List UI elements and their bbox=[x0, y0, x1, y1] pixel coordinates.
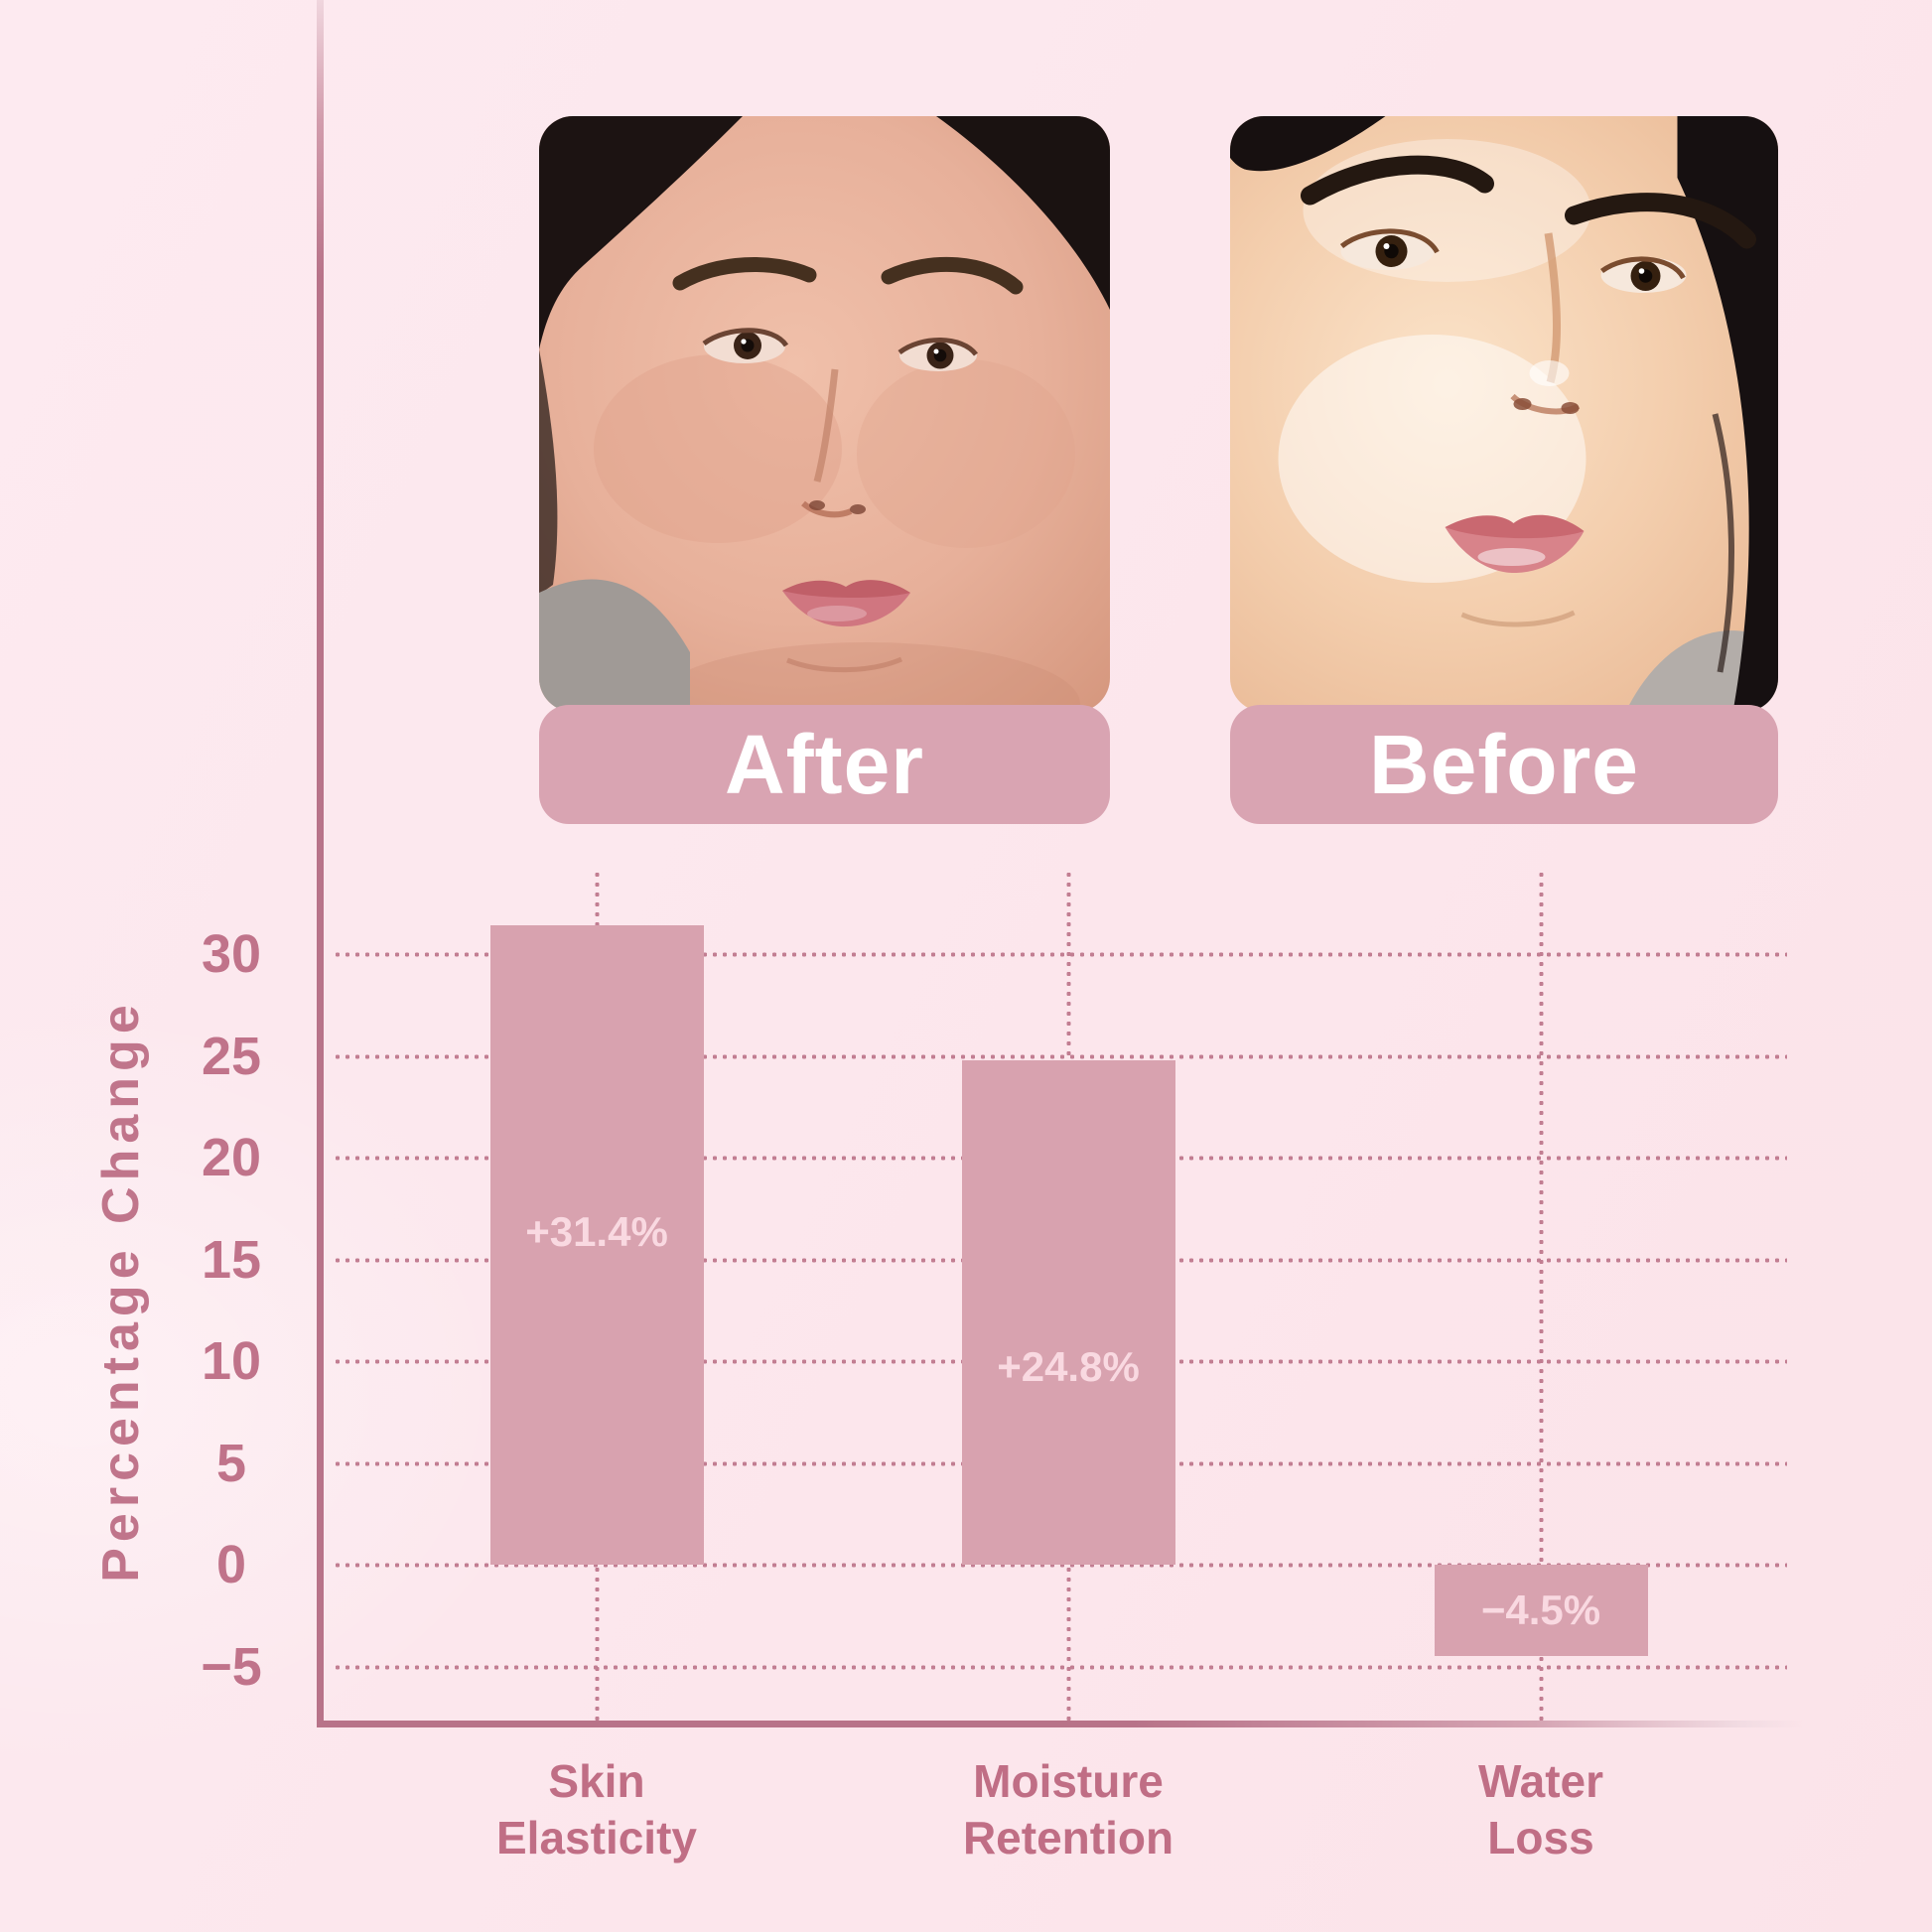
after-hair-top-right bbox=[936, 116, 1110, 310]
before-nostril-left bbox=[1513, 398, 1532, 410]
bar-skin-elasticity: +31.4% bbox=[489, 925, 704, 1565]
gridline-−5 bbox=[333, 1664, 1787, 1670]
after-catchlight-left bbox=[741, 339, 747, 345]
after-label-banner: After bbox=[539, 705, 1110, 824]
after-hair-left-edge bbox=[539, 349, 558, 595]
after-nostril-left bbox=[809, 500, 825, 510]
y-tick-label-25: 25 bbox=[201, 1026, 262, 1086]
after-lip-gloss bbox=[807, 606, 867, 621]
category-label-water-loss: Water Loss bbox=[1477, 1755, 1604, 1863]
y-tick-label-30: 30 bbox=[201, 924, 262, 984]
before-eyebrow-left bbox=[1301, 155, 1494, 206]
y-tick-label-5: 5 bbox=[215, 1433, 247, 1493]
gridline-vertical-water-loss bbox=[1539, 870, 1544, 1721]
before-lip-gloss bbox=[1477, 548, 1546, 566]
before-photo bbox=[1230, 116, 1778, 712]
after-chin-crease bbox=[786, 656, 902, 673]
after-nose-tip bbox=[801, 500, 853, 518]
before-hair-right bbox=[1677, 116, 1778, 712]
y-axis-line bbox=[317, 0, 324, 1727]
y-tick-label-10: 10 bbox=[201, 1331, 262, 1391]
before-label-banner: Before bbox=[1230, 705, 1778, 824]
y-tick-label-−5: −5 bbox=[201, 1636, 262, 1697]
bar-water-loss: −4.5% bbox=[1434, 1565, 1648, 1657]
before-chin-crease bbox=[1460, 610, 1576, 627]
after-photo-illustration bbox=[539, 116, 1110, 712]
before-catchlight-right bbox=[1638, 268, 1645, 274]
before-hair-top-left bbox=[1230, 116, 1386, 172]
after-sweater bbox=[539, 579, 690, 712]
after-eyebrow-right bbox=[881, 256, 1024, 295]
after-cheek-shade-right bbox=[857, 359, 1075, 548]
before-photo-illustration bbox=[1230, 116, 1778, 712]
after-eyelid-left bbox=[702, 328, 789, 347]
bar-moisture-retention: +24.8% bbox=[961, 1059, 1175, 1565]
after-eyebrow-left bbox=[672, 257, 817, 291]
category-label-moisture-retention: Moisture Retention bbox=[962, 1755, 1174, 1863]
after-photo bbox=[539, 116, 1110, 712]
bar-value-label-water-loss: −4.5% bbox=[1480, 1587, 1601, 1634]
before-eyelid-right bbox=[1600, 256, 1686, 280]
x-axis-line bbox=[317, 1721, 1802, 1727]
before-eyebrow-right bbox=[1565, 193, 1756, 249]
y-tick-label-15: 15 bbox=[201, 1229, 262, 1290]
before-card: Before bbox=[1230, 116, 1778, 824]
y-tick-label-0: 0 bbox=[215, 1535, 247, 1594]
bar-value-label-skin-elasticity: +31.4% bbox=[525, 1208, 668, 1256]
before-hair-strand bbox=[1712, 413, 1734, 673]
before-label: Before bbox=[1368, 717, 1640, 811]
after-catchlight-right bbox=[933, 348, 939, 354]
after-nostril-right bbox=[850, 504, 866, 514]
before-eyelid-left bbox=[1339, 228, 1440, 254]
after-neck-shadow bbox=[653, 642, 1080, 712]
y-tick-label-20: 20 bbox=[201, 1128, 262, 1187]
after-card: After bbox=[539, 116, 1110, 824]
before-nostril-right bbox=[1561, 402, 1580, 414]
gridline-25 bbox=[333, 1053, 1787, 1059]
after-label: After bbox=[724, 717, 924, 811]
after-cheek-shade bbox=[594, 354, 842, 543]
y-axis-title: Percentage Change bbox=[92, 999, 150, 1583]
after-eyelid-right bbox=[897, 338, 979, 356]
after-hair-top-left bbox=[539, 116, 743, 349]
gridline-0 bbox=[333, 1563, 1787, 1568]
before-nose-highlight bbox=[1529, 360, 1570, 386]
gridline-30 bbox=[333, 952, 1787, 957]
category-label-skin-elasticity: Skin Elasticity bbox=[496, 1755, 697, 1863]
before-catchlight-left bbox=[1383, 243, 1390, 249]
bar-value-label-moisture-retention: +24.8% bbox=[997, 1342, 1140, 1390]
after-nose-bridge bbox=[813, 368, 839, 483]
after-lip-lower bbox=[782, 591, 910, 627]
